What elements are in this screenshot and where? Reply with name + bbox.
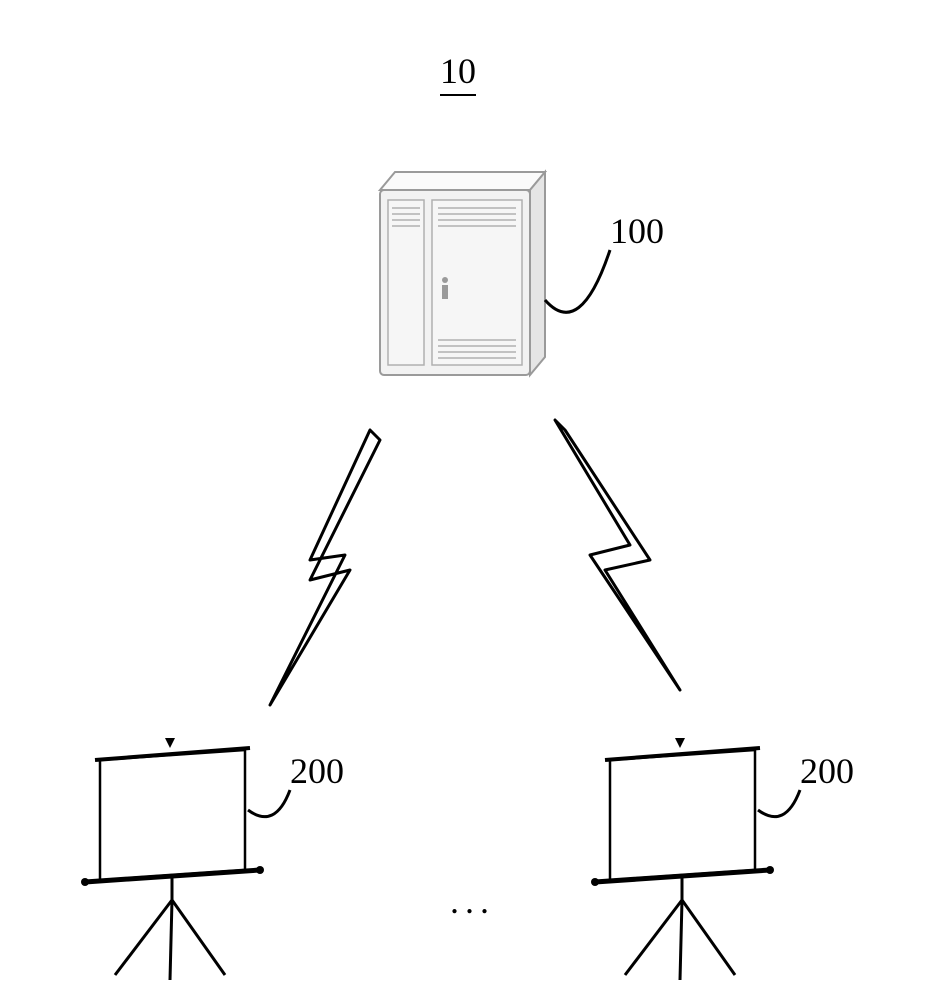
ellipsis: ...: [450, 880, 495, 922]
server-icon: [380, 172, 545, 375]
label-screen-left: 200: [290, 750, 344, 792]
label-screen-right: 200: [800, 750, 854, 792]
leader-server: [545, 250, 610, 312]
projection-screen-left: [81, 738, 264, 980]
lightning-left: [270, 430, 380, 705]
diagram-svg: [0, 0, 941, 1000]
lightning-right: [555, 420, 680, 690]
projection-screen-right: [591, 738, 774, 980]
leader-screen-left: [248, 790, 290, 817]
leader-screen-right: [758, 790, 800, 817]
label-server: 100: [610, 210, 664, 252]
label-system: 10: [440, 50, 476, 96]
diagram-canvas: 10 100 200 200 ...: [0, 0, 941, 1000]
